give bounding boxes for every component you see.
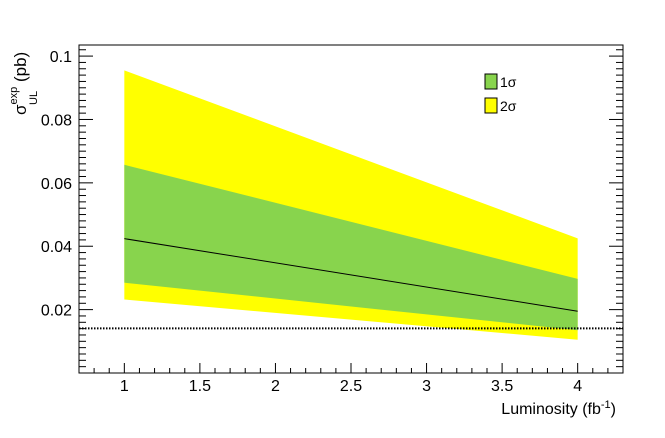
y-axis: 0.02 0.04 0.06 0.08 0.1 <box>41 49 623 368</box>
x-axis: 1 1.5 2 2.5 3 3.5 4 <box>93 363 609 395</box>
legend-swatch <box>484 73 498 90</box>
bands-layer <box>124 70 578 340</box>
x-axis-label-main: Luminosity (fb <box>501 401 601 418</box>
y-axis-label-sup: exp <box>8 87 20 105</box>
y-axis-label-sigma: σ <box>11 104 30 115</box>
y-tick-label: 0.06 <box>41 176 72 193</box>
y-tick-label: 0.04 <box>41 239 72 256</box>
x-axis-label: Luminosity (fb-1) <box>501 399 616 418</box>
x-tick-label: 3.5 <box>491 378 513 395</box>
x-tick-label: 4 <box>573 378 582 395</box>
band-1sigma <box>124 164 578 331</box>
x-axis-label-exponent: -1 <box>601 399 611 411</box>
x-tick-label: 3 <box>422 378 431 395</box>
x-axis-label-close: ) <box>611 401 616 418</box>
x-tick-label: 1 <box>120 378 129 395</box>
y-tick-label: 0.1 <box>50 49 72 66</box>
expected-limit-line <box>124 238 578 312</box>
legend-label: 2σ <box>500 98 517 114</box>
x-tick-label: 2.5 <box>340 378 362 395</box>
y-axis-label-unit: (pb) <box>11 52 30 87</box>
x-tick-label: 2 <box>271 378 280 395</box>
legend-swatch <box>484 97 498 114</box>
legend: 1σ 2σ <box>484 73 517 114</box>
y-axis-label: σexp (pb) UL <box>8 52 40 115</box>
x-tick-label: 1.5 <box>189 378 211 395</box>
y-axis-label-sub: UL <box>28 91 40 105</box>
svg-text:σexp (pb): σexp (pb) <box>8 52 30 115</box>
y-tick-label: 0.02 <box>41 303 72 320</box>
y-tick-label: 0.08 <box>41 112 72 129</box>
lines-layer <box>79 238 623 330</box>
legend-label: 1σ <box>500 74 517 90</box>
